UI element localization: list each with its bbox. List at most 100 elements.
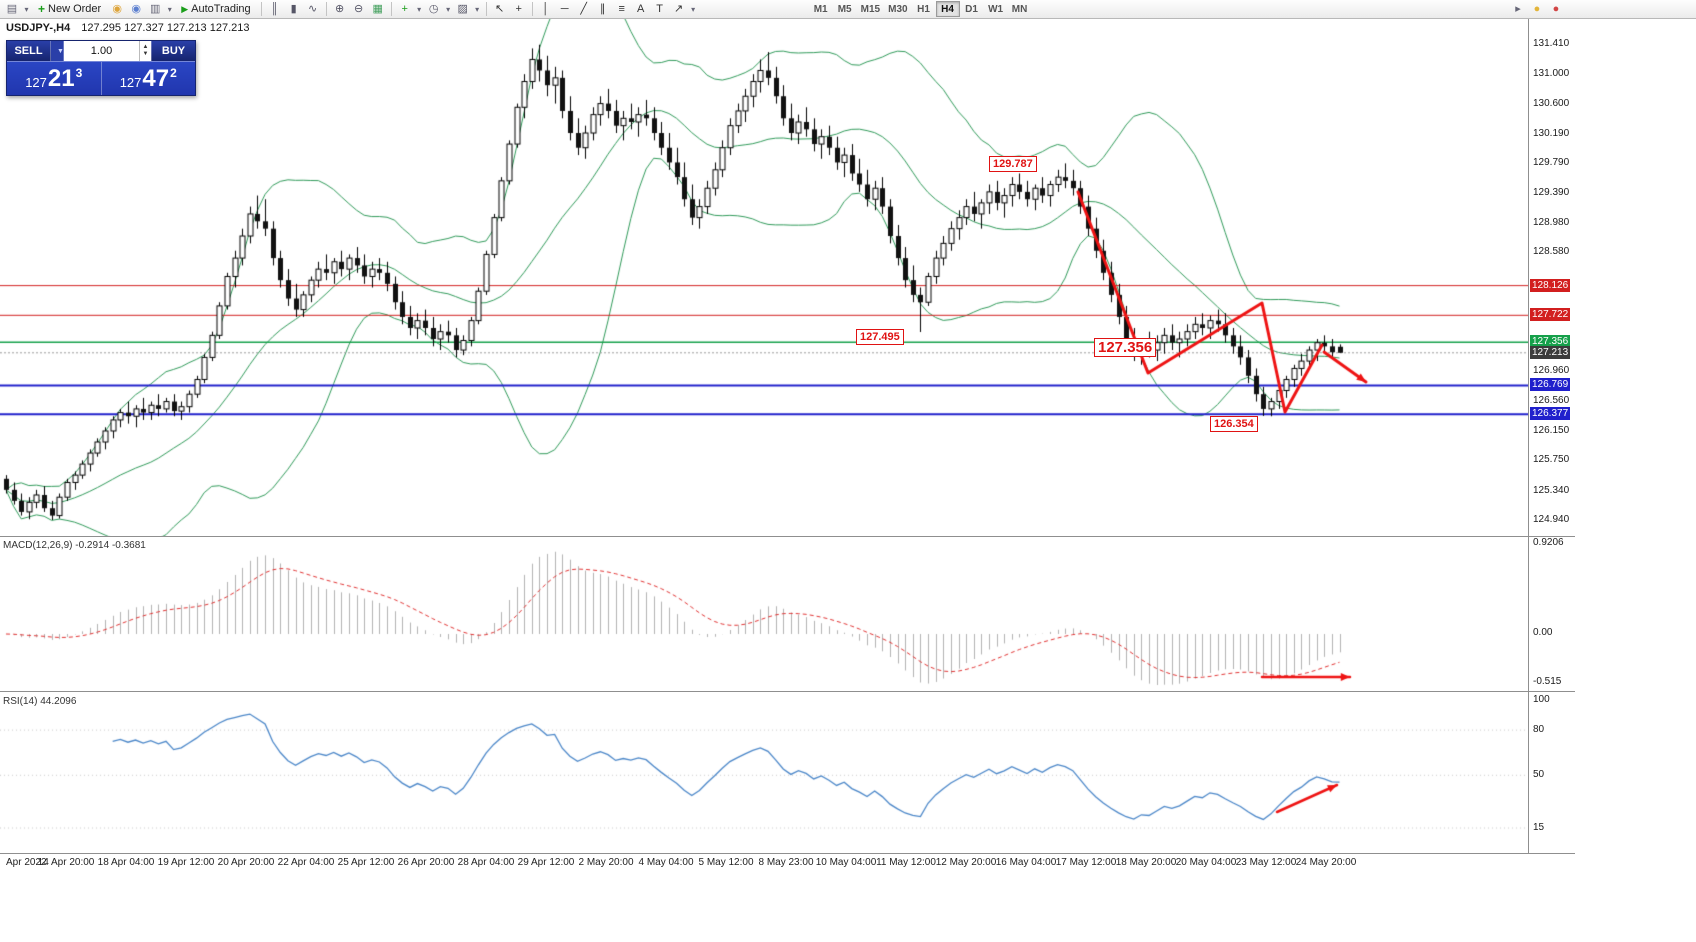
crosshair-icon[interactable]: + (510, 1, 528, 18)
trendline-icon[interactable]: ╱ (575, 1, 593, 18)
price-axis-label: 128.580 (1533, 246, 1570, 258)
arrows-dropdown-icon[interactable]: ▾ (689, 1, 698, 18)
bar-chart-icon[interactable]: ║ (266, 1, 284, 18)
rsi-scale-label: 80 (1533, 724, 1545, 736)
deposit-funds-icon[interactable]: ◉ (108, 1, 126, 18)
indicators-icon[interactable]: + (396, 1, 414, 18)
time-axis-label: 24 May 20:00 (1295, 857, 1357, 868)
tile-windows-icon[interactable]: ▦ (369, 1, 387, 18)
one-click-trading-panel: SELL ▼ 1.00 ▲ ▼ BUY 127 21 3 127 47 2 (6, 40, 196, 96)
rsi-name: RSI(14) (3, 696, 38, 707)
right-toolbar-group: ▸ ● ● (1509, 1, 1565, 18)
buy-price-pipette: 2 (170, 66, 177, 80)
window-toolbar-group: ◉ ◉ ▥ ▾ (108, 1, 174, 18)
stepper-down-icon[interactable]: ▼ (142, 51, 149, 57)
timeframe-d1-button[interactable]: D1 (960, 1, 984, 17)
community-icon[interactable]: ◉ (127, 1, 145, 18)
timeframe-mn-button[interactable]: MN (1008, 1, 1032, 17)
indicators-dropdown-icon[interactable]: ▾ (415, 1, 424, 18)
price-axis-separator (1528, 19, 1529, 853)
ohlc-values: 127.295 127.327 127.213 127.213 (81, 22, 250, 34)
price-level-label-127.356: 127.356 (1530, 335, 1571, 349)
lot-size-field[interactable]: 1.00 ▲ ▼ (64, 41, 151, 61)
time-axis-label: 2 May 20:00 (578, 857, 634, 868)
chart-shift-icon[interactable]: ▸ (1509, 1, 1527, 18)
periods-dropdown-icon[interactable]: ▾ (444, 1, 453, 18)
symbol-period-label: USDJPY-,H4 (6, 22, 71, 34)
new-order-button[interactable]: + New Order (32, 1, 107, 18)
timeframe-toolbar: M1 M5 M15 M30 H1 H4 D1 W1 MN (809, 1, 1032, 17)
chart-profiles-dropdown-icon[interactable]: ▾ (165, 1, 174, 18)
timeframe-h1-button[interactable]: H1 (912, 1, 936, 17)
sell-price-main: 21 (47, 64, 75, 92)
sell-price-pipette: 3 (75, 66, 83, 80)
vertical-line-icon[interactable]: │ (537, 1, 555, 18)
time-axis-separator (0, 853, 1575, 854)
macd-scale-label: -0.515 (1533, 676, 1562, 687)
autotrading-button[interactable]: ▶ AutoTrading (175, 1, 256, 18)
time-axis-label: 23 May 12:00 (1235, 857, 1297, 868)
fibonacci-icon[interactable]: ≡ (613, 1, 631, 18)
trade-settings-dropdown-icon[interactable]: ▼ (51, 41, 64, 61)
news-indicator-icon[interactable]: ● (1528, 1, 1546, 18)
sell-button[interactable]: SELL (7, 41, 51, 61)
text-label-icon[interactable]: T (651, 1, 669, 18)
chart-profiles-icon[interactable]: ▥ (146, 1, 164, 18)
new-chart-icon[interactable]: ▤ (3, 1, 21, 18)
zoom-in-icon[interactable]: ⊕ (331, 1, 349, 18)
zoom-out-icon[interactable]: ⊖ (350, 1, 368, 18)
price-axis-label: 126.560 (1533, 394, 1570, 406)
macd-panel-separator[interactable] (0, 536, 1575, 537)
rsi-panel-separator[interactable] (0, 691, 1575, 692)
time-axis-label: 26 Apr 20:00 (397, 857, 455, 868)
chart-price-flag-127.495[interactable]: 127.495 (856, 329, 904, 345)
macd-values: -0.2914 -0.3681 (75, 540, 146, 551)
time-axis-label: 11 May 12:00 (876, 857, 936, 868)
buy-button[interactable]: BUY (151, 41, 195, 61)
periods-icon[interactable]: ◷ (425, 1, 443, 18)
time-axis-label: 8 May 23:00 (758, 857, 814, 868)
candlestick-chart-icon[interactable]: ▮ (285, 1, 303, 18)
equidistant-channel-icon[interactable]: ∥ (594, 1, 612, 18)
horizontal-line-icon[interactable]: ─ (556, 1, 574, 18)
rsi-scale-label: 50 (1533, 769, 1545, 781)
main-chart-canvas[interactable] (0, 18, 1528, 537)
chart-price-flag-126.354[interactable]: 126.354 (1210, 416, 1258, 432)
timeframe-m1-button[interactable]: M1 (809, 1, 833, 17)
new-order-plus-icon: + (38, 2, 46, 16)
timeframe-m30-button[interactable]: M30 (884, 1, 911, 17)
time-axis-label: 25 Apr 12:00 (337, 857, 395, 868)
macd-panel-canvas[interactable] (0, 537, 1528, 692)
sell-price-prefix: 127 (25, 74, 47, 90)
price-axis-label: 126.960 (1533, 365, 1570, 377)
stepper-up-icon[interactable]: ▲ (142, 44, 149, 50)
macd-scale-label: 0.9206 (1533, 537, 1564, 548)
sell-price[interactable]: 127 21 3 (7, 62, 102, 95)
timeframe-h4-button[interactable]: H4 (935, 1, 960, 17)
timeframe-m5-button[interactable]: M5 (833, 1, 857, 17)
price-axis-label: 131.410 (1533, 38, 1570, 49)
chart-price-flag-127.356[interactable]: 127.356 (1094, 338, 1157, 357)
new-chart-dropdown-icon[interactable]: ▾ (22, 1, 31, 18)
arrows-icon[interactable]: ↗ (670, 1, 688, 18)
time-axis-label: 22 Apr 04:00 (277, 857, 335, 868)
cursor-icon[interactable]: ↖ (491, 1, 509, 18)
price-axis-label: 125.340 (1533, 484, 1570, 496)
templates-dropdown-icon[interactable]: ▾ (473, 1, 482, 18)
price-level-label-126.769: 126.769 (1530, 378, 1571, 392)
timeframe-m15-button[interactable]: M15 (857, 1, 884, 17)
drawing-toolbar-group: ║ ▮ ∿ ⊕ ⊖ ▦ + ▾ ◷ ▾ ▨ ▾ ↖ + │ ─ ╱ ∥ ≡ A T ↗ ▾ (266, 1, 698, 18)
chart-price-flag-129.787[interactable]: 129.787 (989, 156, 1037, 172)
buy-price[interactable]: 127 47 2 (102, 62, 196, 95)
connection-status-icon[interactable]: ● (1547, 1, 1565, 18)
autotrading-label: AutoTrading (191, 3, 251, 15)
macd-indicator-label: MACD(12,26,9) -0.2914 -0.3681 (3, 540, 146, 551)
templates-icon[interactable]: ▨ (454, 1, 472, 18)
new-order-label: New Order (48, 3, 102, 15)
buy-price-prefix: 127 (119, 74, 142, 90)
text-icon[interactable]: A (632, 1, 650, 18)
timeframe-w1-button[interactable]: W1 (984, 1, 1008, 17)
line-chart-icon[interactable]: ∿ (304, 1, 322, 18)
trade-panel-prices: 127 21 3 127 47 2 (7, 62, 195, 95)
rsi-panel-canvas[interactable] (0, 692, 1528, 853)
